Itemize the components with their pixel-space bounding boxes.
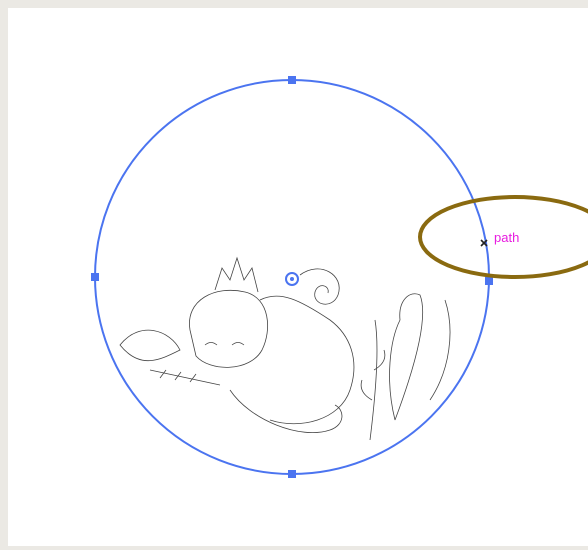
- anchor-point[interactable]: [288, 470, 296, 478]
- anchor-point[interactable]: [91, 273, 99, 281]
- anchor-point[interactable]: [288, 76, 296, 84]
- artboard-view: path: [0, 0, 588, 550]
- center-dot: [290, 277, 294, 281]
- smart-guide-label: path: [494, 230, 519, 245]
- anchor-point[interactable]: [485, 277, 493, 285]
